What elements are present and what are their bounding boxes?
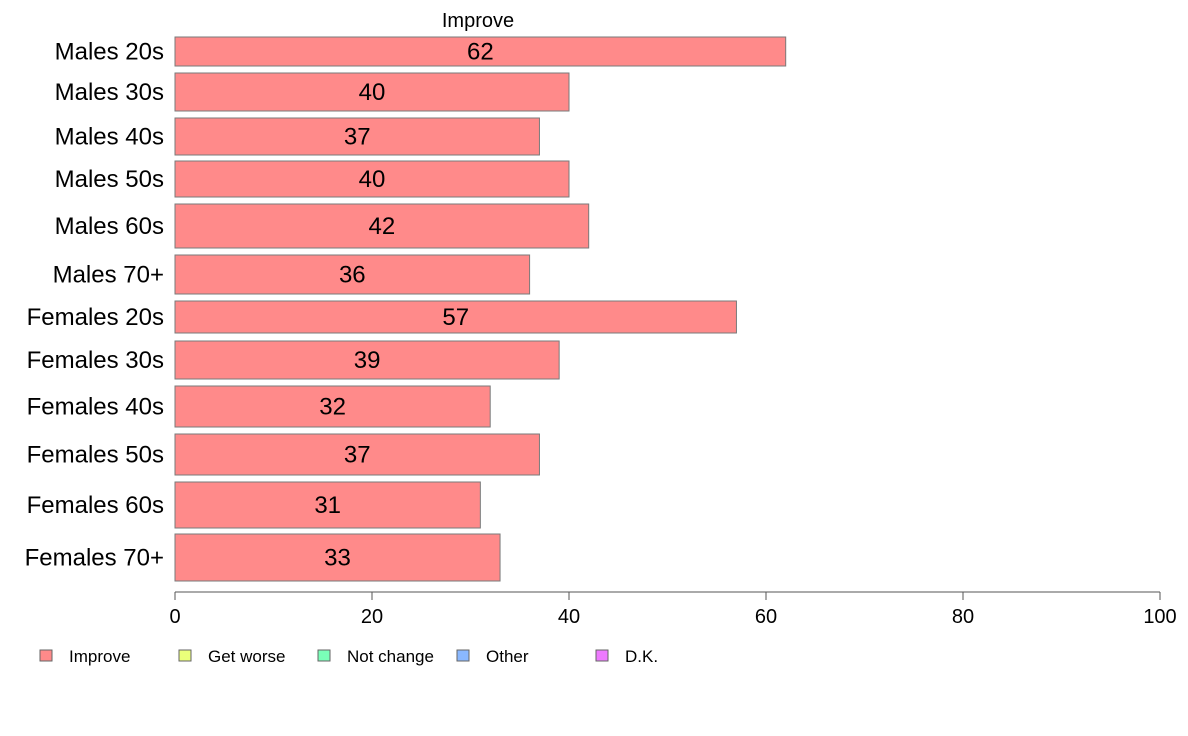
category-label: Females 40s [27,394,164,421]
bar [174,340,560,380]
legend-swatch [39,649,53,662]
bar [174,72,570,112]
legend-label: Other [486,647,529,666]
data-label: 42 [368,213,395,240]
data-label: 31 [314,492,341,519]
data-label: 36 [339,262,366,289]
category-label: Females 50s [27,442,164,469]
x-axis: 0 20 40 60 80 100 [169,591,1177,628]
legend-label: Get worse [208,647,285,666]
bar [174,385,491,428]
data-label: 62 [467,39,494,66]
data-label: 33 [324,545,351,572]
chart-title: Improve [442,10,514,32]
category-label: Males 30s [55,79,164,106]
data-label: 40 [359,166,386,193]
bar [174,160,570,198]
data-label: 39 [354,347,381,374]
legend-label: Not change [347,647,434,666]
bar [174,117,540,156]
data-label: 40 [359,79,386,106]
x-tick-label: 20 [361,606,383,628]
category-label: Females 20s [27,304,164,331]
data-label: 37 [344,442,371,469]
category-label: Males 70+ [53,262,164,289]
legend-swatch [317,649,331,662]
bar [174,533,501,582]
x-tick-label: 40 [558,606,580,628]
legend-swatch [595,649,609,662]
bar [174,481,481,529]
data-label: 57 [442,304,469,331]
data-label: 32 [319,394,346,421]
category-label: Males 60s [55,213,164,240]
bar [174,254,531,295]
data-label: 37 [344,124,371,151]
bar [174,433,540,476]
legend: Improve Get worse Not change Other D.K. [39,647,658,666]
bar [174,203,590,249]
category-label: Males 50s [55,166,164,193]
category-label: Females 70+ [25,545,164,572]
legend-swatch [456,649,470,662]
x-tick-label: 0 [169,606,180,628]
bar [174,300,737,334]
category-label: Males 40s [55,124,164,151]
category-label: Females 60s [27,492,164,519]
bar [174,36,787,67]
category-label: Females 30s [27,347,164,374]
x-tick-label: 60 [755,606,777,628]
legend-label: D.K. [625,647,658,666]
bars-group: Males 20s 62 Males 30s 40 Males 40s 37 Males 5… [25,36,787,582]
x-tick-label: 100 [1143,606,1176,628]
category-label: Males 20s [55,39,164,66]
legend-swatch [178,649,192,662]
x-tick-label: 80 [952,606,974,628]
legend-label: Improve [69,647,130,666]
